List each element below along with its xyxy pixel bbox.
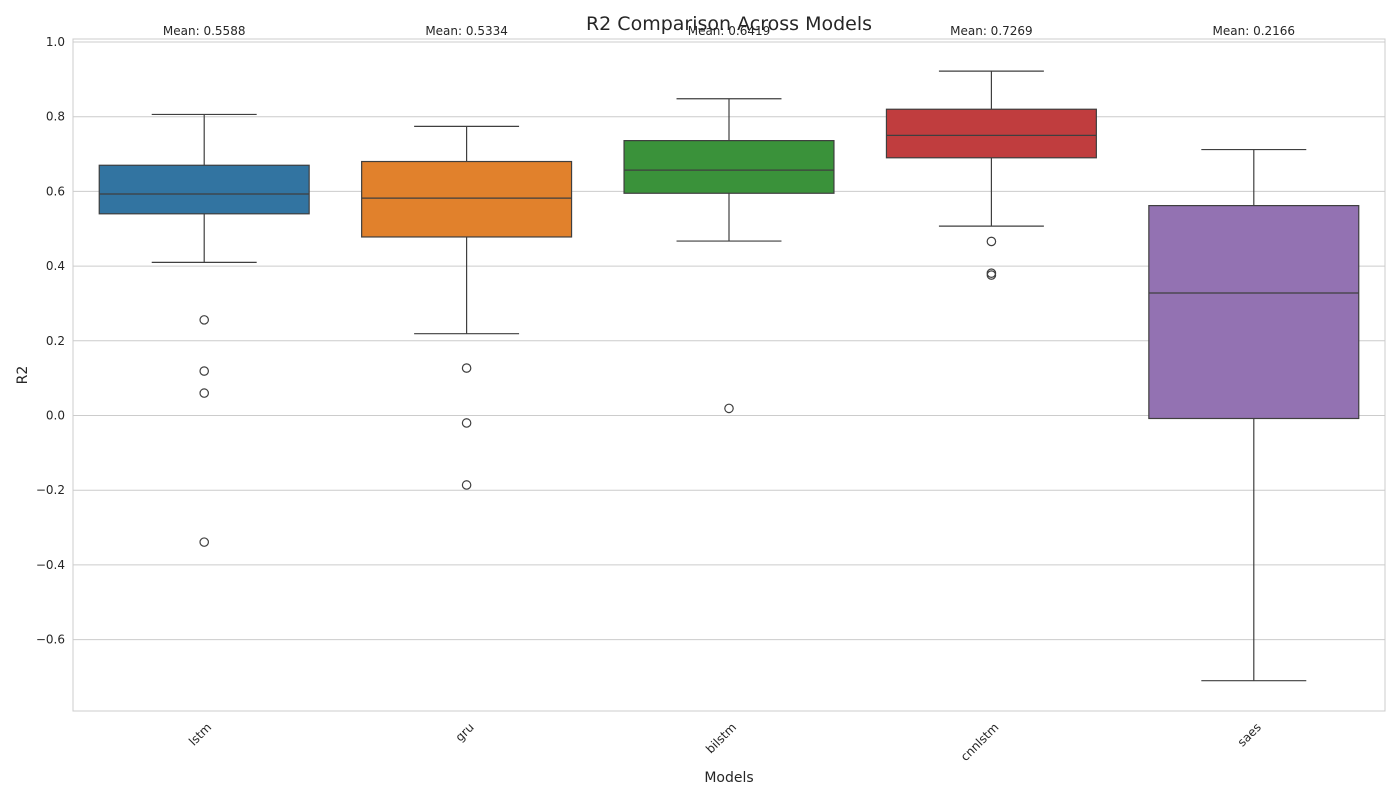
x-tick-label: bilstm — [703, 720, 739, 756]
y-tick-label: −0.2 — [36, 483, 65, 497]
box-saes — [1148, 148, 1360, 682]
y-tick-label: −0.4 — [36, 558, 65, 572]
y-tick-label: 0.2 — [46, 334, 65, 348]
outlier-point — [461, 418, 472, 428]
y-tick-layer: −0.6 −0.4 −0.2 0.0 0.2 0.4 0.6 0.8 1.0 — [36, 35, 65, 647]
outlier-point — [199, 366, 209, 376]
iqr-box — [623, 140, 835, 194]
x-tick-label: cnnlstm — [958, 720, 1002, 764]
box-bilstm — [623, 98, 835, 414]
iqr-box — [885, 108, 1097, 159]
x-tick-label: saes — [1235, 720, 1264, 749]
y-tick-label: 0.0 — [46, 409, 65, 423]
outlier-point — [199, 315, 209, 325]
mean-label-layer: Mean: 0.5588 Mean: 0.5334 Mean: 0.6419 Mean… — [163, 24, 1295, 38]
chart-title: R2 Comparison Across Models — [586, 13, 872, 35]
box-gru — [361, 125, 573, 490]
y-tick-label: 0.6 — [46, 184, 65, 198]
y-tick-label: 1.0 — [46, 35, 65, 49]
outlier-point — [199, 537, 209, 547]
x-tick-label: gru — [453, 720, 477, 744]
x-tick-layer: lstm gru bilstm cnnlstm saes — [186, 720, 1264, 764]
x-axis-title: Models — [704, 770, 753, 786]
outlier-point — [461, 480, 472, 490]
y-tick-label: 0.4 — [46, 259, 65, 273]
mean-label: Mean: 0.5334 — [425, 24, 508, 38]
y-axis-title: R2 — [15, 366, 31, 385]
outlier-point — [461, 363, 472, 373]
outlier-point — [199, 388, 209, 398]
iqr-box — [361, 160, 573, 238]
outlier-point — [986, 270, 997, 280]
mean-label: Mean: 0.5588 — [163, 24, 246, 38]
outlier-point — [724, 403, 734, 414]
mean-label: Mean: 0.7269 — [950, 24, 1033, 38]
mean-label: Mean: 0.2166 — [1213, 24, 1296, 38]
iqr-box — [1148, 204, 1360, 420]
box-lstm — [98, 113, 310, 547]
box-layer — [98, 70, 1360, 682]
outlier-point — [986, 236, 997, 247]
iqr-box — [98, 164, 310, 215]
x-tick-label: lstm — [186, 720, 214, 748]
y-tick-label: −0.6 — [36, 633, 65, 647]
y-tick-label: 0.8 — [46, 110, 65, 124]
box-cnnlstm — [885, 70, 1097, 280]
mean-label: Mean: 0.6419 — [688, 24, 771, 38]
